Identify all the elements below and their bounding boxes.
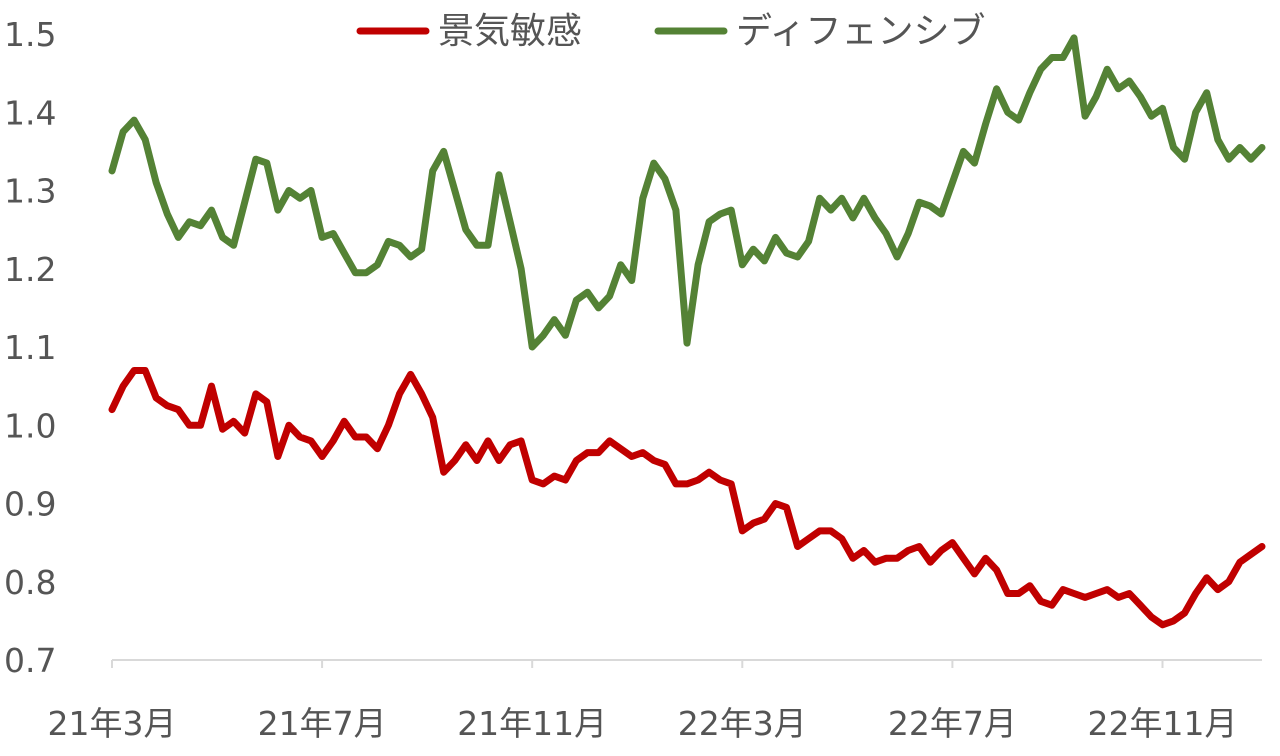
x-tick-label: 22年11月 (1087, 704, 1237, 743)
x-tick-label: 22年3月 (678, 704, 807, 743)
y-tick-label: 1.4 (4, 93, 56, 132)
series-layer (108, 34, 1266, 629)
legend-label: ディフェンシブ (736, 11, 985, 52)
x-tick-label: 22年7月 (888, 704, 1017, 743)
x-tick-label: 21年11月 (457, 704, 607, 743)
y-tick-label: 1.3 (4, 172, 56, 211)
y-tick-label: 1.0 (4, 406, 56, 445)
x-axis: 21年3月 21年7月 21年11月 22年3月 22年7月 22年11月 (48, 659, 1262, 743)
series-line-cyclical (108, 367, 1266, 629)
x-tick-label: 21年3月 (48, 704, 177, 743)
y-tick-label: 0.7 (4, 641, 56, 680)
y-tick-label: 1.5 (4, 15, 56, 54)
series-line-defensive (108, 34, 1266, 351)
y-axis: 0.7 0.8 0.9 1.0 1.1 1.2 1.3 1.4 1.5 (4, 15, 56, 680)
legend-label: 景気敏感 (438, 11, 582, 52)
y-tick-label: 0.8 (4, 563, 56, 602)
y-tick-label: 1.1 (4, 328, 56, 367)
y-tick-label: 1.2 (4, 250, 56, 289)
y-tick-label: 0.9 (4, 485, 56, 524)
legend: 景気敏感 ディフェンシブ (356, 11, 985, 52)
x-tick-label: 21年7月 (258, 704, 387, 743)
